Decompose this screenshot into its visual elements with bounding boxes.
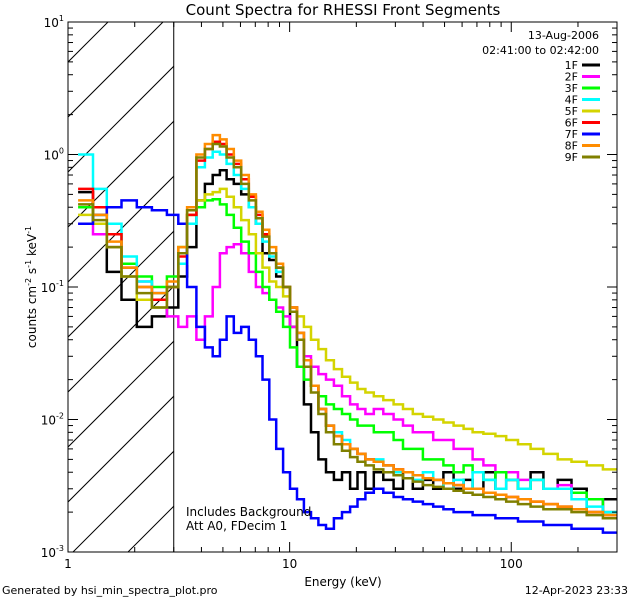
hatch-line [68,395,174,503]
x-tick-label: 100 [500,557,523,571]
observation-date: 13-Aug-2006 [528,29,599,42]
hatch-line [68,22,164,118]
x-axis-label: Energy (keV) [304,575,381,589]
x-tick-labels: 1 10 100 [64,557,523,571]
hatch-line [68,65,174,173]
y-tick-label: 100 [44,147,64,163]
series-line-5F [78,187,617,471]
series-line-9F [78,142,617,520]
legend-label-9F: 9F [565,151,578,164]
series-line-2F [78,222,617,514]
legend-label-5F: 5F [565,105,578,118]
legend-label-2F: 2F [565,71,578,84]
hatch-line [0,0,28,552]
series-line-1F [78,169,617,514]
legend-label-7F: 7F [565,128,578,141]
observation-time-range: 02:41:00 to 02:42:00 [482,44,599,57]
y-tick-label: 10-1 [41,279,64,295]
note-attenuator: Att A0, FDecim 1 [186,519,287,533]
hatch-line [68,22,109,63]
chart-title: Count Spectra for RHESSI Front Segments [186,1,501,19]
series-line-6F [78,140,617,517]
series-line-4F [78,150,617,514]
y-axis-label: counts cm-2 s-1 keV-1 [24,226,39,348]
series-line-7F [78,199,617,534]
footer-timestamp: 12-Apr-2023 23:33 [525,584,628,597]
footer-generated-by: Generated by hsi_min_spectra_plot.pro [2,584,218,597]
hatch-line [68,175,174,283]
legend-label-8F: 8F [565,140,578,153]
hatch-line [348,0,640,552]
legend-label-1F: 1F [565,59,578,72]
hatch-line [0,0,83,552]
x-tick-label: 1 [64,557,72,571]
legend-label-4F: 4F [565,94,578,107]
series-layer [78,133,617,534]
y-tick-labels: 101 100 10-1 10-2 10-3 [41,14,64,560]
hatch-line [293,0,640,552]
hatch-line [623,0,640,552]
hatch-line [68,230,174,338]
hatched-region [0,0,640,552]
axis-ticks [67,21,618,553]
note-background: Includes Background [186,505,311,519]
legend-label-3F: 3F [565,82,578,95]
y-tick-label: 10-2 [41,412,64,428]
x-tick-label: 10 [282,557,297,571]
hatch-line [238,0,640,552]
legend-label-6F: 6F [565,117,578,130]
y-tick-label: 10-3 [41,544,64,560]
series-line-8F [78,133,617,517]
hatch-line [72,450,174,552]
y-tick-label: 101 [44,14,64,30]
